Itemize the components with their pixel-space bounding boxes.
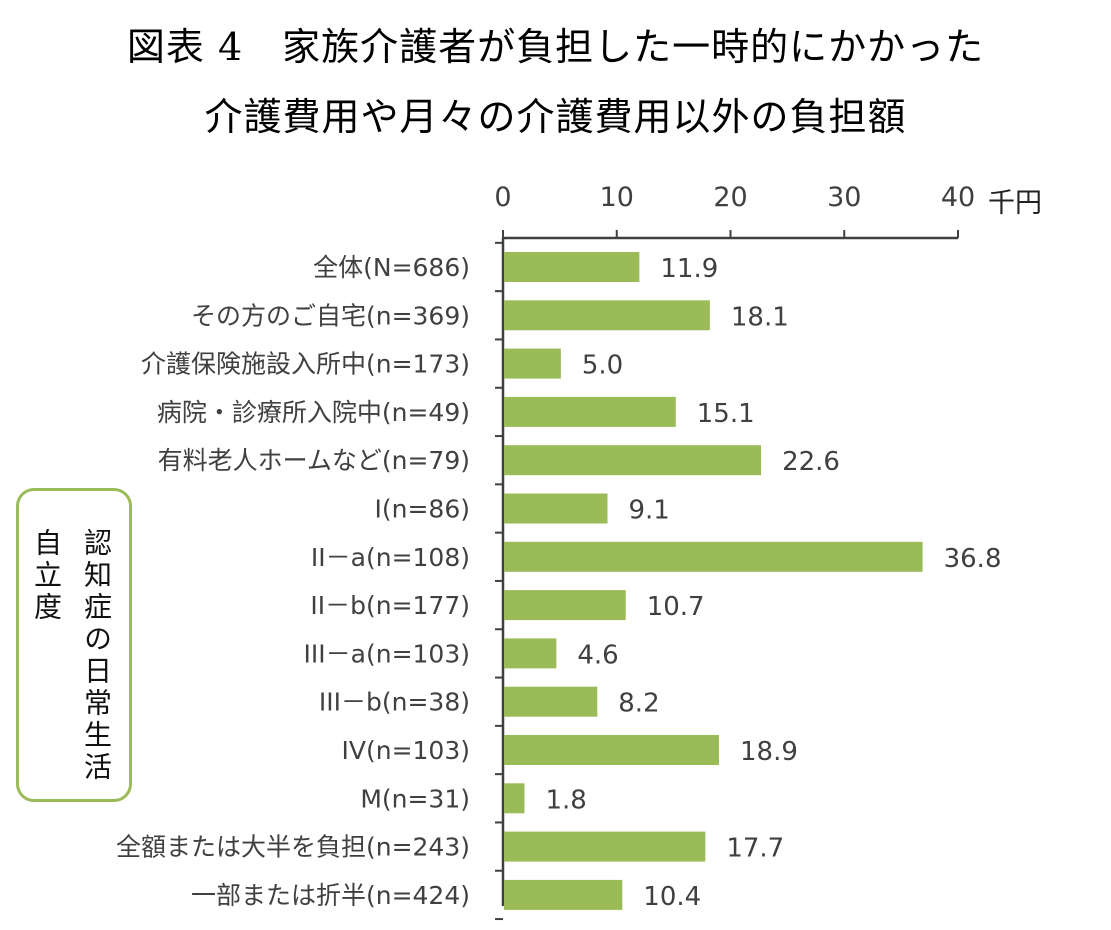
data-label: 9.1	[629, 496, 670, 526]
bar	[504, 686, 598, 717]
category-label: IV(n=103)	[342, 736, 471, 765]
bar	[504, 831, 706, 862]
category-label: 一部または折半(n=424)	[191, 881, 470, 910]
x-tick-label: 10	[600, 182, 634, 213]
chart-title-line-2: 介護費用や月々の介護費用以外の負担額	[204, 95, 907, 139]
category-label: 介護保険施設入所中(n=173)	[141, 350, 470, 379]
category-label: III－b(n=38)	[319, 688, 470, 717]
bar	[504, 445, 762, 476]
category-label: その方のご自宅(n=369)	[191, 301, 470, 330]
category-label: 全額または大半を負担(n=243)	[116, 833, 470, 862]
bar	[504, 396, 676, 427]
bar	[504, 300, 710, 331]
data-label: 22.6	[782, 447, 840, 477]
category-label: III－a(n=103)	[304, 639, 470, 668]
category-label: I(n=86)	[375, 495, 470, 524]
bar	[504, 879, 623, 910]
data-label: 11.9	[660, 254, 718, 284]
category-label: II－b(n=177)	[310, 591, 470, 620]
dementia-level-group-box	[16, 488, 132, 802]
category-label: 有料老人ホームなど(n=79)	[158, 446, 470, 475]
bar	[504, 252, 640, 282]
data-label: 36.8	[944, 544, 1002, 574]
data-label: 1.8	[545, 785, 586, 815]
x-tick-label: 0	[494, 182, 511, 213]
bar	[504, 590, 626, 621]
data-label: 18.1	[731, 302, 789, 332]
category-label: M(n=31)	[360, 784, 470, 813]
category-label: 病院・診療所入院中(n=49)	[157, 398, 470, 427]
data-label: 18.9	[740, 737, 798, 767]
data-label: 5.0	[582, 351, 623, 381]
bar	[504, 541, 923, 572]
category-label: 全体(N=686)	[313, 253, 470, 282]
group-label-independence: 自立度	[30, 528, 63, 624]
x-tick-label: 20	[713, 182, 747, 213]
data-label: 8.2	[618, 689, 659, 719]
category-label: II－a(n=108)	[311, 543, 470, 572]
bar	[504, 638, 557, 669]
chart-title-line-1: 図表 4 家族介護者が負担した一時的にかかった	[126, 25, 985, 69]
x-tick-label: 30	[827, 182, 861, 213]
bar	[504, 348, 561, 379]
group-label-dementia-daily-life: 認知症の日常生活	[80, 528, 113, 784]
bar	[504, 493, 608, 524]
x-axis-unit-label: 千円	[988, 188, 1042, 219]
data-label: 15.1	[697, 399, 755, 429]
bar	[504, 735, 719, 765]
data-label: 10.7	[647, 592, 705, 622]
data-label: 17.7	[726, 834, 784, 864]
x-tick-label: 40	[941, 182, 975, 213]
bar	[504, 783, 525, 814]
data-label: 4.6	[577, 640, 618, 670]
data-label: 10.4	[643, 882, 701, 912]
